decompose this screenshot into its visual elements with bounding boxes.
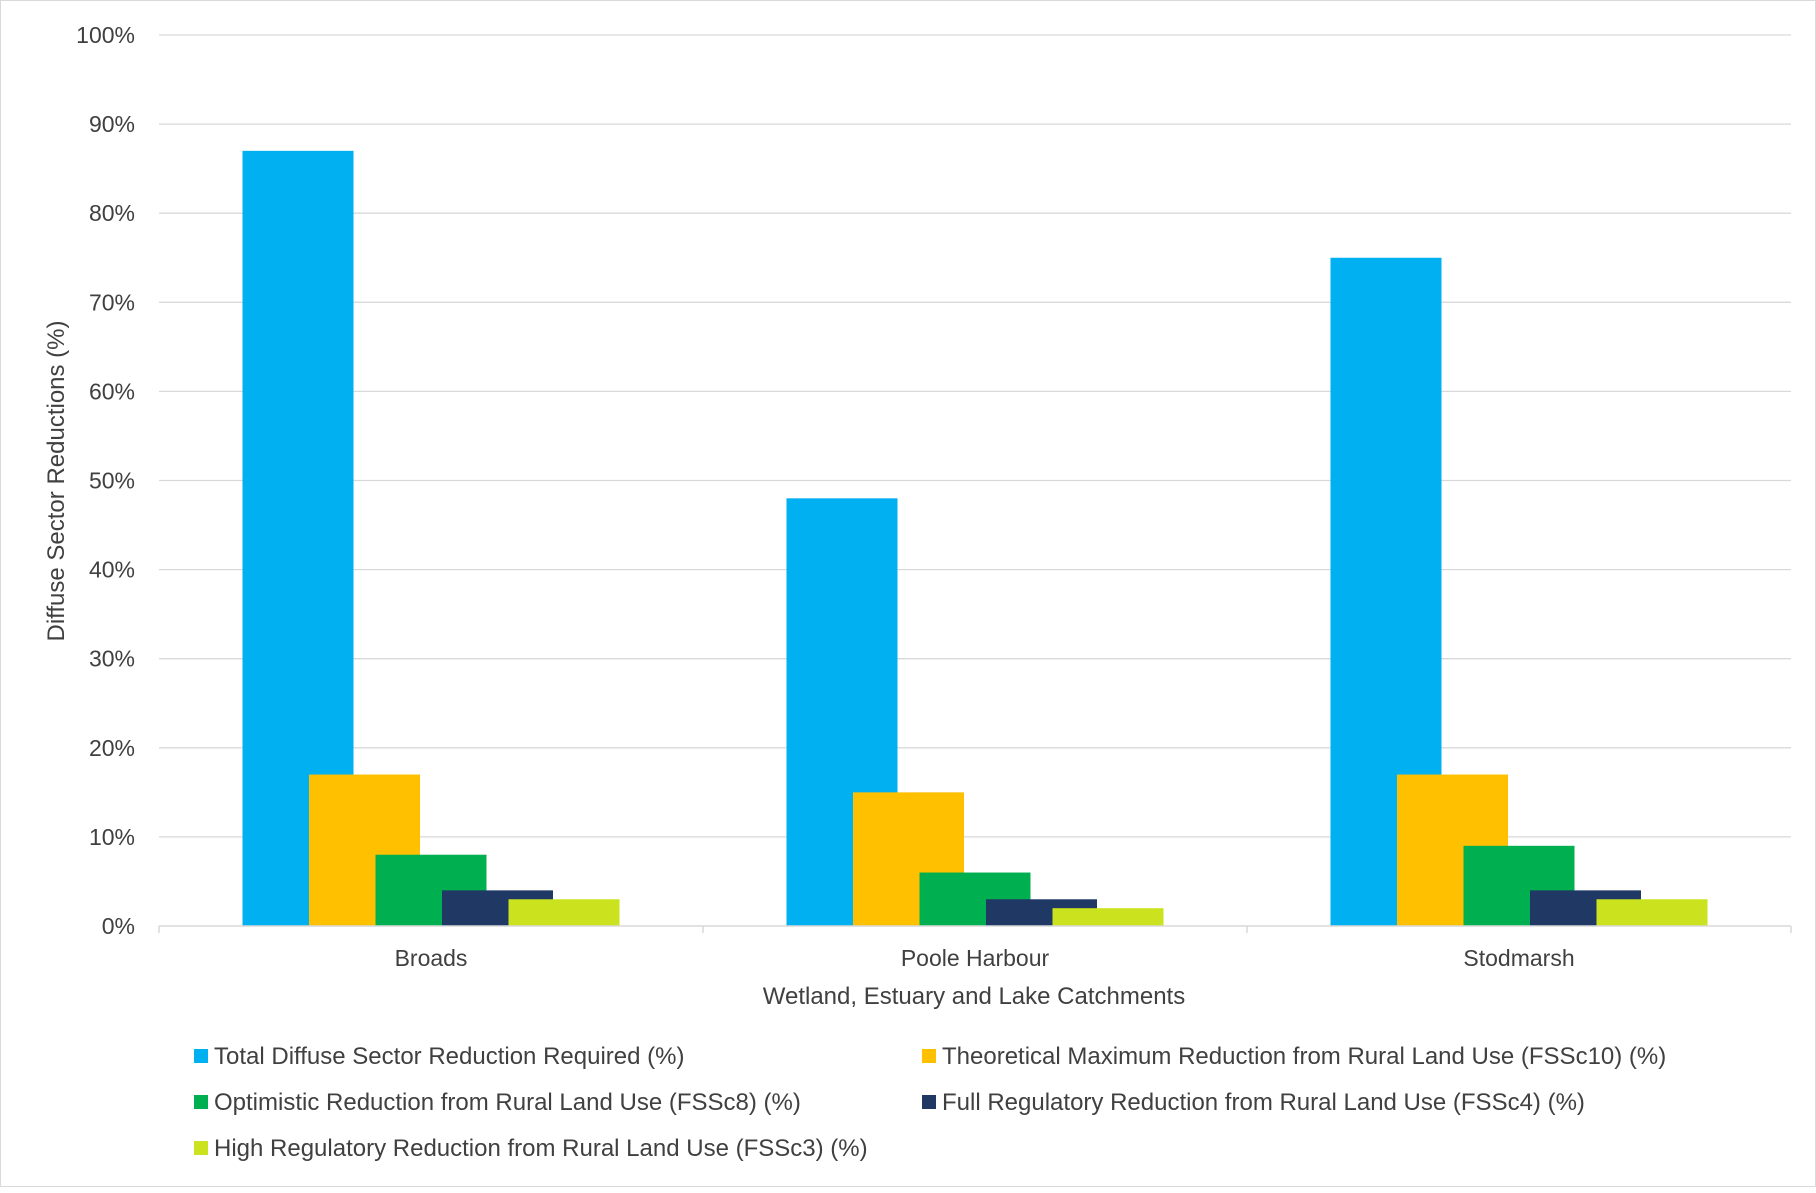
y-tick-label: 30% bbox=[89, 646, 135, 672]
y-tick-label: 60% bbox=[89, 378, 135, 404]
y-tick-label: 10% bbox=[89, 824, 135, 850]
legend-label: High Regulatory Reduction from Rural Lan… bbox=[214, 1135, 868, 1162]
legend-swatch bbox=[922, 1095, 936, 1109]
x-axis bbox=[158, 925, 1792, 933]
gridlines bbox=[159, 34, 1791, 838]
x-category-label: Stodmarsh bbox=[1463, 945, 1574, 971]
y-tick-label: 70% bbox=[89, 289, 135, 315]
bar bbox=[1596, 899, 1708, 926]
y-tick-label: 20% bbox=[89, 735, 135, 761]
legend-label: Theoretical Maximum Reduction from Rural… bbox=[942, 1043, 1666, 1070]
legend: Total Diffuse Sector Reduction Required … bbox=[194, 1043, 1666, 1162]
x-axis-title: Wetland, Estuary and Lake Catchments bbox=[763, 983, 1185, 1010]
bars bbox=[242, 150, 1708, 926]
x-category-label: Broads bbox=[395, 945, 468, 971]
bar bbox=[508, 899, 620, 926]
y-tick-label: 80% bbox=[89, 200, 135, 226]
x-category-label: Poole Harbour bbox=[901, 945, 1050, 971]
y-tick-label: 40% bbox=[89, 557, 135, 583]
y-tick-label: 100% bbox=[76, 22, 135, 48]
legend-swatch bbox=[194, 1095, 208, 1109]
y-tick-label: 0% bbox=[102, 913, 135, 939]
y-axis-ticks: 0% 10% 20% 30% 40% 50% 60% 70% 80% 90% 100% bbox=[76, 22, 135, 939]
legend-label: Full Regulatory Reduction from Rural Lan… bbox=[942, 1089, 1585, 1116]
legend-swatch bbox=[194, 1141, 208, 1155]
y-tick-label: 90% bbox=[89, 111, 135, 137]
legend-label: Optimistic Reduction from Rural Land Use… bbox=[214, 1089, 801, 1116]
bar bbox=[1052, 908, 1164, 926]
legend-swatch bbox=[194, 1049, 208, 1063]
legend-swatch bbox=[922, 1049, 936, 1063]
legend-label: Total Diffuse Sector Reduction Required … bbox=[214, 1043, 684, 1070]
x-axis-categories: Broads Poole Harbour Stodmarsh bbox=[395, 945, 1575, 971]
y-axis-title: Diffuse Sector Reductions (%) bbox=[43, 320, 70, 641]
y-tick-label: 50% bbox=[89, 468, 135, 494]
